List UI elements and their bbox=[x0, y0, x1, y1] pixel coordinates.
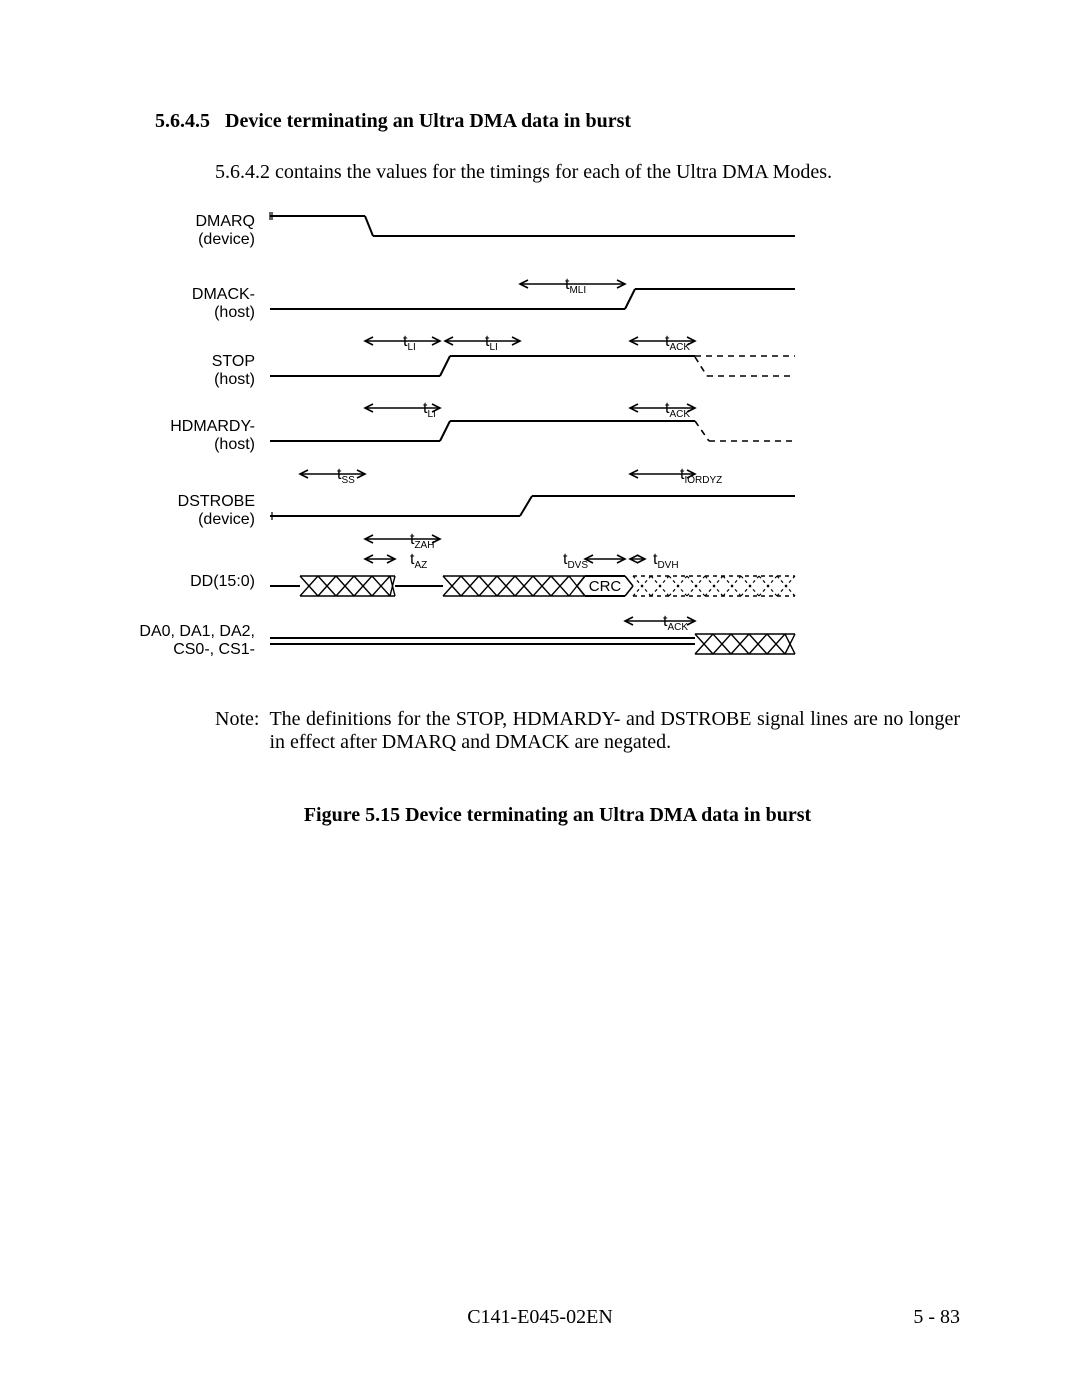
svg-text:DD(15:0): DD(15:0) bbox=[190, 573, 255, 590]
svg-text:(device): (device) bbox=[198, 511, 255, 528]
svg-text:tLI: tLI bbox=[485, 333, 498, 353]
note-label: Note: bbox=[215, 708, 259, 754]
section-heading: 5.6.4.5 Device terminating an Ultra DMA … bbox=[155, 110, 960, 133]
timing-diagram-svg: DMARQ(device)DMACK-(host)STOP(host)HDMAR… bbox=[135, 204, 855, 674]
svg-text:tACK: tACK bbox=[663, 613, 688, 633]
svg-text:(host): (host) bbox=[214, 436, 255, 453]
svg-text:(device): (device) bbox=[198, 231, 255, 248]
intro-text: 5.6.4.2 contains the values for the timi… bbox=[215, 161, 960, 184]
svg-text:CS0-, CS1-: CS0-, CS1- bbox=[173, 641, 255, 658]
svg-text:tDVS: tDVS bbox=[563, 551, 588, 571]
page-footer: C141-E045-02EN 5 - 83 bbox=[0, 1306, 1080, 1329]
note-block: Note: The definitions for the STOP, HDMA… bbox=[215, 708, 960, 754]
svg-text:tACK: tACK bbox=[665, 333, 690, 353]
footer-doc-id: C141-E045-02EN bbox=[0, 1306, 1080, 1329]
section-number: 5.6.4.5 bbox=[155, 110, 210, 132]
page-content: 5.6.4.5 Device terminating an Ultra DMA … bbox=[0, 0, 1080, 827]
svg-text:tSS: tSS bbox=[337, 466, 355, 486]
svg-text:tLI: tLI bbox=[423, 400, 436, 420]
svg-text:DMACK-: DMACK- bbox=[192, 286, 255, 303]
svg-text:tLI: tLI bbox=[403, 333, 416, 353]
svg-text:tACK: tACK bbox=[665, 400, 690, 420]
section-title: Device terminating an Ultra DMA data in … bbox=[225, 110, 631, 132]
svg-text:DA0, DA1, DA2,: DA0, DA1, DA2, bbox=[139, 623, 255, 640]
svg-text:(host): (host) bbox=[214, 304, 255, 321]
svg-text:(host): (host) bbox=[214, 371, 255, 388]
svg-text:DMARQ: DMARQ bbox=[195, 213, 255, 230]
svg-text:tMLI: tMLI bbox=[565, 276, 586, 296]
note-text: The definitions for the STOP, HDMARDY- a… bbox=[269, 708, 960, 754]
svg-text:HDMARDY-: HDMARDY- bbox=[170, 418, 255, 435]
timing-diagram: DMARQ(device)DMACK-(host)STOP(host)HDMAR… bbox=[135, 204, 960, 680]
svg-text:STOP: STOP bbox=[212, 353, 255, 370]
svg-text:tZAH: tZAH bbox=[410, 531, 434, 551]
svg-text:DSTROBE: DSTROBE bbox=[178, 493, 255, 510]
svg-text:CRC: CRC bbox=[589, 578, 622, 595]
svg-text:tAZ: tAZ bbox=[410, 551, 427, 571]
svg-text:tDVH: tDVH bbox=[653, 551, 679, 571]
figure-caption: Figure 5.15 Device terminating an Ultra … bbox=[155, 804, 960, 827]
svg-text:tIORDYZ: tIORDYZ bbox=[680, 466, 722, 486]
